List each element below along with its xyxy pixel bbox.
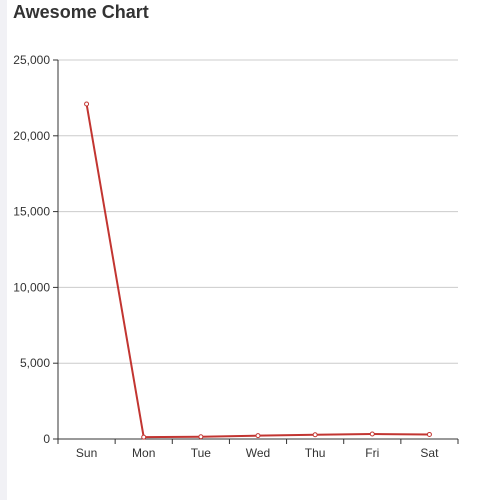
y-tick-label: 0	[43, 432, 50, 446]
series-layer	[84, 101, 432, 440]
axes: 0 5,000 10,000 15,000 20,000 25,000 Sun Mon Tue W…	[13, 53, 459, 460]
data-point	[312, 432, 318, 438]
data-point	[84, 101, 90, 107]
left-edge-strip	[0, 0, 7, 500]
data-point	[426, 431, 432, 437]
y-tick-label: 10,000	[13, 280, 50, 294]
x-tick-label: Mon	[132, 446, 155, 460]
y-tick-label: 25,000	[13, 53, 50, 67]
x-tick-label: Tue	[191, 446, 212, 460]
y-tick-label: 15,000	[13, 205, 50, 219]
x-tick-label: Sat	[420, 446, 439, 460]
y-tick-label: 5,000	[20, 356, 50, 370]
chart-title: Awesome Chart	[13, 2, 149, 22]
series-line	[85, 103, 430, 439]
data-point	[198, 434, 204, 440]
x-tick-label: Wed	[246, 446, 270, 460]
data-point	[255, 433, 261, 439]
data-point	[141, 434, 147, 440]
data-point	[369, 431, 375, 437]
y-tick-label: 20,000	[13, 129, 50, 143]
x-tick-label: Sun	[76, 446, 97, 460]
grid-lines	[58, 59, 458, 364]
x-tick-label: Thu	[305, 446, 326, 460]
x-tick-label: Fri	[365, 446, 379, 460]
